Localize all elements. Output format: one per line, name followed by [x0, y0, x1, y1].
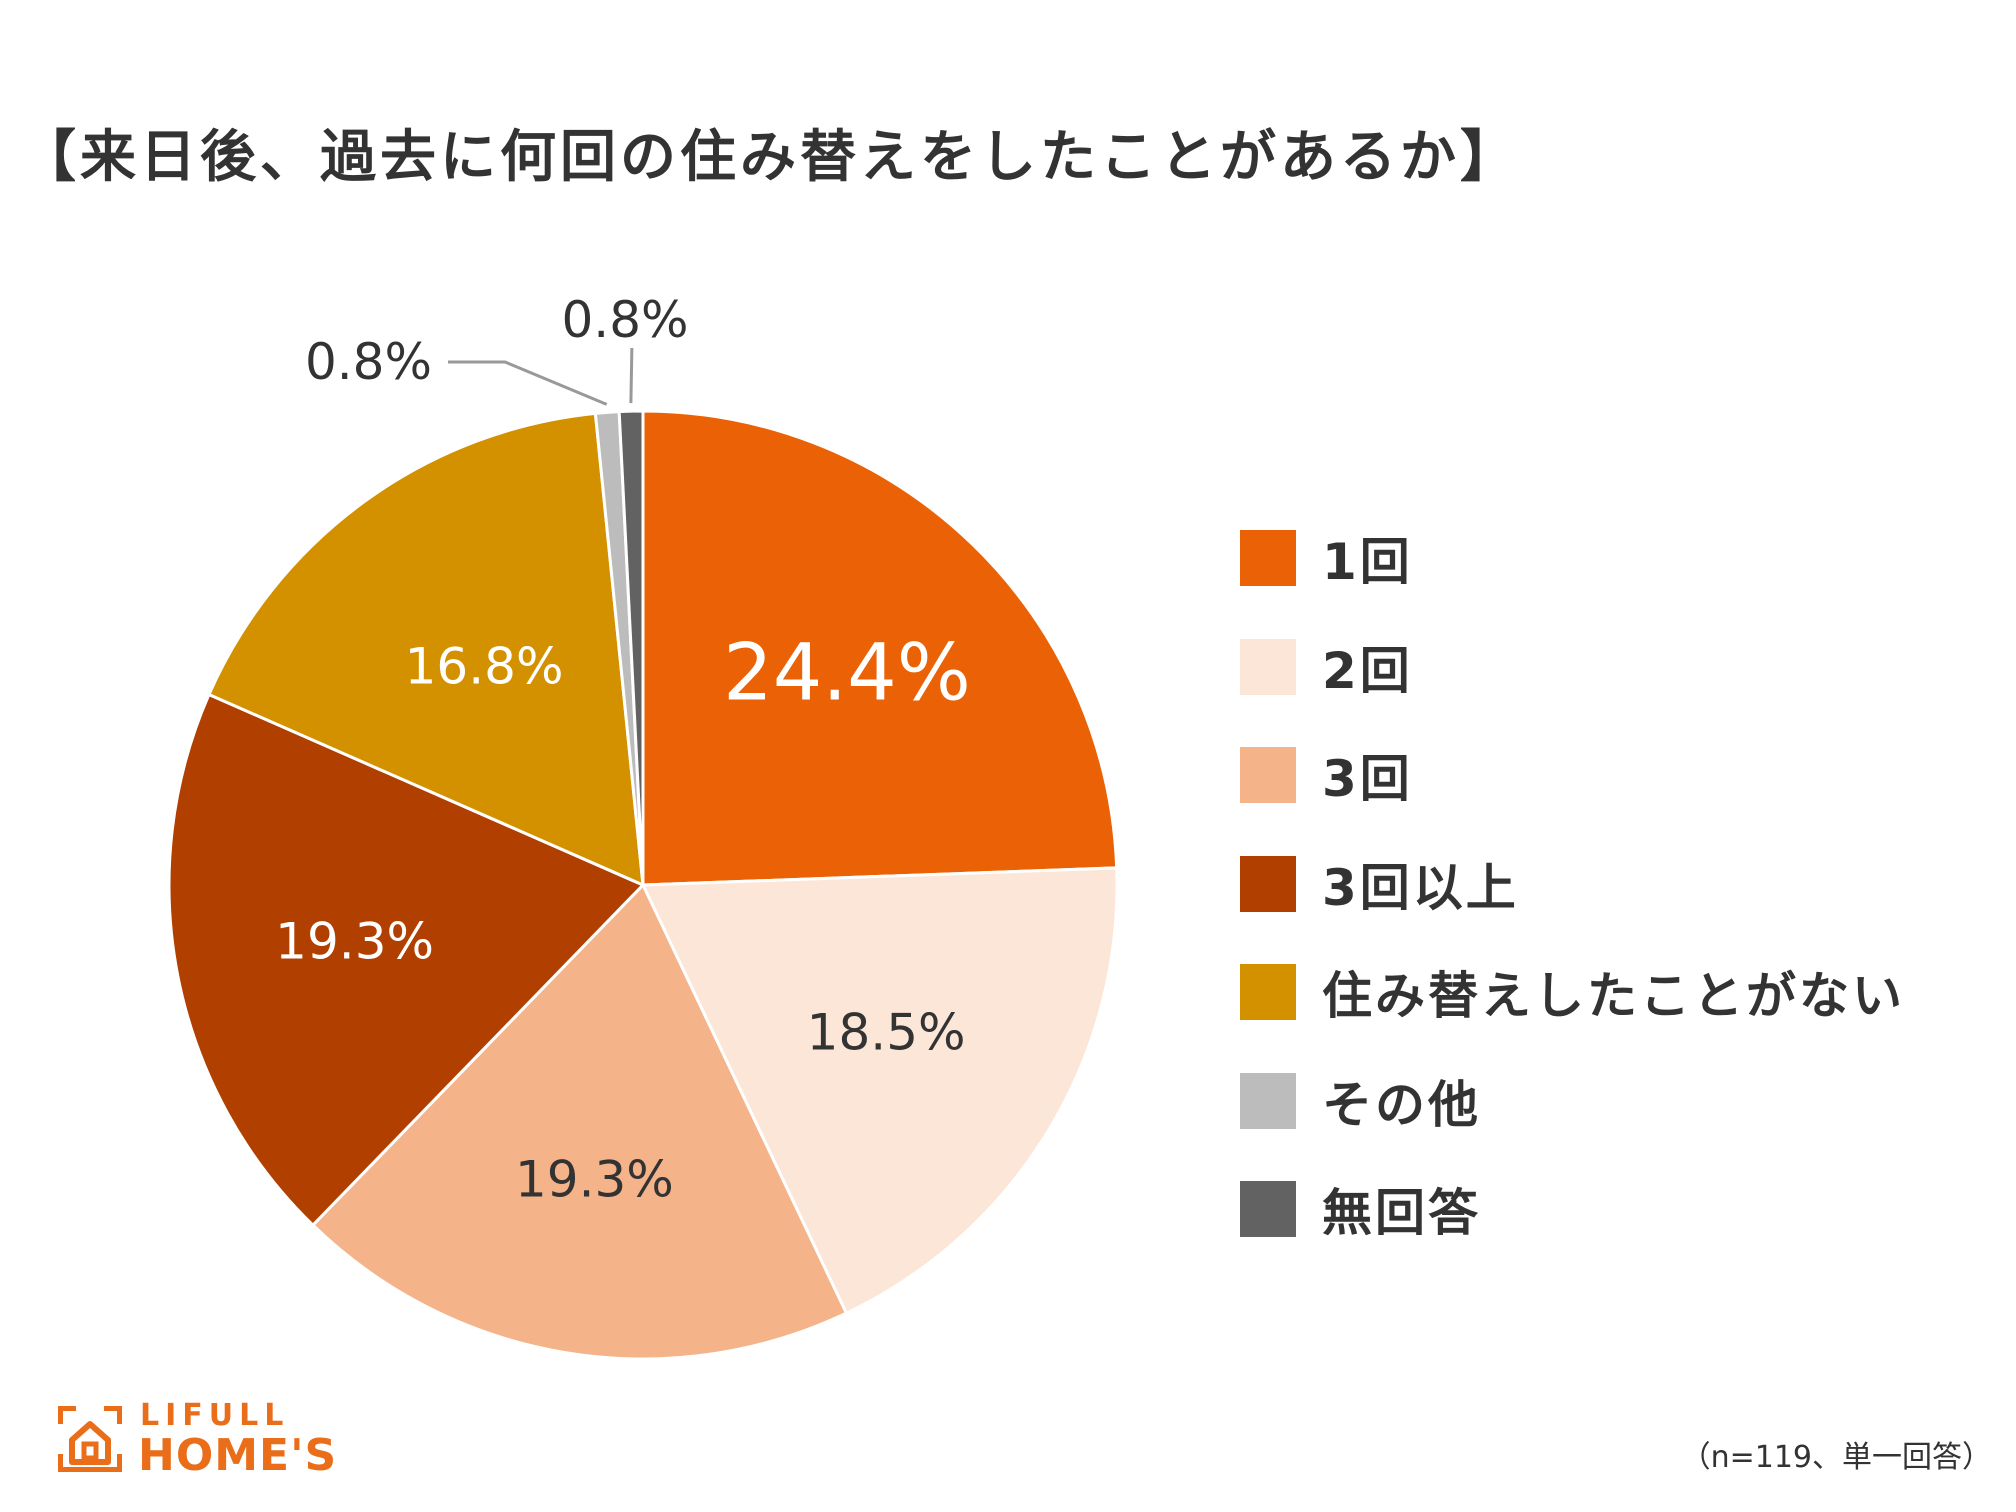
- footnote: （n=119、単一回答）: [1680, 1440, 1992, 1475]
- legend-swatch: [1240, 530, 1296, 586]
- legend-label: 3回以上: [1322, 858, 1519, 917]
- slice-label-5: 16.8%: [405, 638, 564, 696]
- slice-labels: 24.4% 18.5% 19.3% 19.3% 16.8% 0.8% 0.8%: [275, 291, 971, 1209]
- legend-item-3: 3回: [1240, 747, 1413, 808]
- legend-item-5: 住み替えしたことがない: [1240, 964, 1905, 1025]
- pie-slice-7: [617, 409, 645, 886]
- pie-slice-4: [167, 692, 646, 1228]
- house-logo-icon: [58, 1406, 122, 1472]
- logo-lifull-text: LIFULL: [140, 1398, 290, 1433]
- slice-label-6: 0.8%: [305, 333, 432, 391]
- legend-swatch: [1240, 964, 1296, 1020]
- lifull-homes-logo: LIFULL HOME'S: [58, 1398, 358, 1481]
- slice-label-2: 18.5%: [807, 1004, 966, 1062]
- pie-slice-2: [640, 866, 1119, 1316]
- legend-label: 住み替えしたことがない: [1322, 967, 1905, 1025]
- legend-item-6: その他: [1240, 1072, 1481, 1134]
- leader-line-7: [629, 347, 634, 404]
- legend-item-2: 2回: [1240, 638, 1413, 700]
- chart-title: 【来日後、過去に何回の住み替えをしたことがあるか】: [20, 125, 1520, 190]
- logo-homes-text: HOME'S: [138, 1430, 338, 1481]
- legend-item-1: 1回: [1240, 530, 1413, 591]
- pie-slices: [167, 409, 1119, 1361]
- leader-lines: [448, 347, 634, 406]
- legend-label: 1回: [1322, 533, 1413, 591]
- legend-label: その他: [1322, 1075, 1481, 1134]
- slice-label-1: 24.4%: [723, 628, 971, 718]
- legend-swatch: [1240, 1181, 1296, 1237]
- legend-label: 2回: [1322, 641, 1413, 700]
- legend-item-7: 無回答: [1240, 1181, 1481, 1242]
- slice-label-3: 19.3%: [515, 1151, 674, 1209]
- legend-swatch: [1240, 855, 1296, 912]
- legend-label: 3回: [1322, 750, 1413, 808]
- leader-line-6: [448, 360, 608, 406]
- legend-label: 無回答: [1322, 1184, 1481, 1242]
- pie-slice-3: [310, 882, 849, 1361]
- slice-label-4: 19.3%: [275, 912, 434, 970]
- legend-swatch: [1240, 747, 1296, 803]
- slice-label-7: 0.8%: [561, 291, 688, 349]
- legend-swatch: [1240, 1072, 1296, 1129]
- legend-item-4: 3回以上: [1240, 855, 1519, 917]
- legend-swatch: [1240, 638, 1296, 695]
- pie-slice-1: [641, 409, 1119, 887]
- pie-slice-5: [206, 411, 645, 888]
